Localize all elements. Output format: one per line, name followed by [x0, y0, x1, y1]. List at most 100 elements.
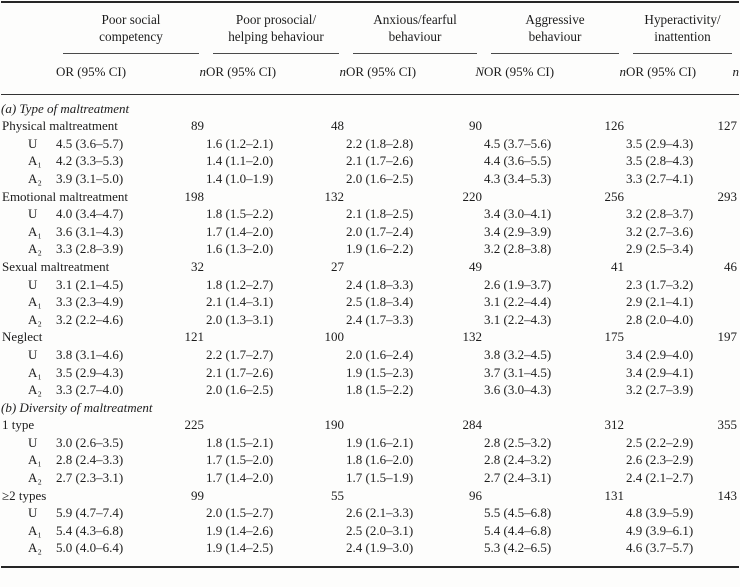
or-value-empty — [346, 117, 441, 135]
model-label: A₁ — [28, 153, 42, 169]
or-value-empty — [484, 487, 583, 505]
or-ci-value: 3.2 (2.7–3.9) — [626, 382, 694, 398]
n-value-empty — [441, 135, 484, 153]
model-label: A₂ — [28, 540, 42, 556]
or-ci-value: 1.8 (1.6–2.0) — [346, 452, 414, 468]
or-value-empty — [484, 188, 583, 206]
model-label: A₂ — [28, 470, 42, 486]
or-ci-value: 3.2 (2.7–3.6) — [626, 223, 694, 239]
or-ci-value: 1.4 (1.0–1.9) — [206, 170, 274, 186]
n-value-empty — [303, 434, 346, 452]
n-header: n — [701, 54, 740, 95]
n-value-empty — [441, 223, 484, 241]
n-value-empty — [161, 135, 206, 153]
or-ci-value: 3.7 (3.1–4.5) — [484, 364, 552, 380]
n-value: 175 — [604, 329, 625, 345]
n-value: 197 — [717, 329, 738, 345]
n-value: 132 — [462, 329, 483, 345]
or-value-empty — [346, 188, 441, 206]
or-ci-value: 5.5 (4.5–6.8) — [484, 505, 552, 521]
category-row: Physical maltreatment 89 48 90 126 127 — [1, 117, 739, 135]
section-heading-row: (a) Type of maltreatment — [1, 94, 739, 117]
category-label: ≥2 types — [2, 487, 47, 503]
or-value-empty — [346, 328, 441, 346]
or-ci-value: 4.4 (3.6–5.5) — [484, 153, 552, 169]
or-ci-value: 1.6 (1.3–2.0) — [206, 241, 274, 257]
or-ci-value: 1.9 (1.4–2.6) — [206, 522, 274, 538]
or-ci-value: 2.0 (1.6–2.5) — [206, 382, 274, 398]
or-ci-value: 2.4 (2.1–2.7) — [626, 470, 694, 486]
n-value: 190 — [324, 417, 345, 433]
estimate-row: A₁ 3.6 (3.1–4.3) 1.7 (1.4–2.0) 2.0 (1.7–2.4… — [1, 223, 739, 241]
n-value-empty — [161, 170, 206, 188]
or-value-empty — [206, 258, 303, 276]
n-value: 32 — [191, 258, 204, 274]
category-row: Emotional maltreatment 198 132 220 256 293 — [1, 188, 739, 206]
n-value-empty — [441, 170, 484, 188]
n-value-empty — [701, 381, 739, 399]
n-value: 293 — [717, 188, 738, 204]
n-value-empty — [161, 504, 206, 522]
or-ci-value: 2.8 (2.4–3.3) — [56, 452, 124, 468]
or-ci-value: 2.1 (1.8–2.5) — [346, 206, 414, 222]
sub-header-row: OR (95% CI) n OR (95% CI) n OR (95% CI) … — [1, 54, 740, 95]
model-label: U — [28, 276, 38, 292]
n-value-empty — [701, 293, 739, 311]
or-ci-value: 3.4 (3.0–4.1) — [484, 206, 552, 222]
n-value-empty — [583, 346, 626, 364]
or-ci-value: 2.0 (1.3–3.1) — [206, 311, 274, 327]
n-value: 131 — [604, 487, 625, 503]
n-value: 41 — [611, 258, 624, 274]
n-value: 284 — [462, 417, 483, 433]
or-ci-value: 4.9 (3.9–6.1) — [626, 522, 694, 538]
n-value-empty — [441, 240, 484, 258]
or-value-empty — [626, 258, 701, 276]
col-group-title: Hyperactivity/ — [644, 12, 721, 27]
or-ci-value: 2.8 (2.0–4.0) — [626, 311, 694, 327]
or-ci-value: 4.0 (3.4–4.7) — [56, 206, 124, 222]
col-group-poor-prosocial: Poor prosocial/ helping behaviour — [206, 2, 346, 54]
model-label: A₁ — [28, 452, 42, 468]
spanner-rule — [63, 53, 199, 54]
or-ci-value: 2.4 (1.7–3.3) — [346, 311, 414, 327]
or-value-empty — [206, 416, 303, 434]
col-group-title: competency — [99, 28, 163, 44]
or-ci-value: 4.2 (3.3–5.3) — [56, 153, 124, 169]
n-value-empty — [161, 469, 206, 487]
or-ci-value: 3.9 (3.1–5.0) — [56, 170, 124, 186]
category-row: Sexual maltreatment 32 27 49 41 46 — [1, 258, 739, 276]
or-ci-value: 3.4 (2.9–4.1) — [626, 364, 694, 380]
col-group-title: inattention — [654, 28, 711, 44]
estimate-row: A₁ 3.5 (2.9–4.3) 2.1 (1.7–2.6) 1.9 (1.5–2.3… — [1, 364, 739, 382]
or-ci-header: OR (95% CI) — [346, 54, 441, 95]
col-group-title: behaviour — [528, 28, 582, 44]
or-ci-value: 2.3 (1.7–3.2) — [626, 276, 694, 292]
n-value-empty — [441, 504, 484, 522]
or-ci-value: 3.3 (2.7–4.1) — [626, 170, 694, 186]
or-value-empty — [484, 328, 583, 346]
estimate-row: A₂ 3.3 (2.7–4.0) 2.0 (1.6–2.5) 1.8 (1.5–2.2… — [1, 381, 739, 399]
or-ci-value: 2.5 (1.8–3.4) — [346, 294, 414, 310]
n-value-empty — [583, 205, 626, 223]
estimate-row: A₂ 3.2 (2.2–4.6) 2.0 (1.3–3.1) 2.4 (1.7–3.3… — [1, 311, 739, 329]
or-ci-value: 2.4 (1.9–3.0) — [346, 540, 414, 556]
n-value: 27 — [331, 258, 344, 274]
or-value-empty — [626, 117, 701, 135]
or-ci-value: 3.1 (2.2–4.3) — [484, 311, 552, 327]
model-label: U — [28, 206, 38, 222]
model-label: U — [28, 346, 38, 362]
n-value-empty — [701, 152, 739, 170]
or-ci-value: 2.0 (1.6–2.5) — [346, 170, 414, 186]
col-group-title: Aggressive — [525, 12, 585, 27]
col-group-poor-social-competency: Poor social competency — [56, 2, 206, 54]
or-ci-value: 2.8 (2.4–3.2) — [484, 452, 552, 468]
or-ci-value: 1.7 (1.5–1.9) — [346, 470, 414, 486]
category-label: 1 type — [2, 417, 35, 433]
col-group-aggressive: Aggressive behaviour — [484, 2, 626, 54]
table-body: (a) Type of maltreatment Physical maltrea… — [1, 94, 739, 567]
n-value-empty — [583, 434, 626, 452]
n-value: 96 — [469, 487, 482, 503]
estimate-row: A₁ 5.4 (4.3–6.8) 1.9 (1.4–2.6) 2.5 (2.0–3.1… — [1, 522, 739, 540]
n-value-empty — [303, 223, 346, 241]
